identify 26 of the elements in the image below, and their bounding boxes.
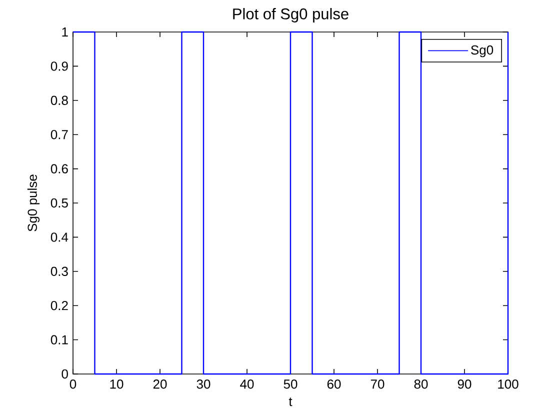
y-tick-label: 1 — [62, 28, 68, 36]
x-tick-label: 20 — [153, 380, 167, 389]
y-tick-label: 0.5 — [50, 198, 68, 208]
y-tick-label: 0.9 — [50, 62, 68, 71]
y-tick-label: 0.1 — [50, 335, 68, 344]
x-tick-label: 70 — [370, 380, 384, 389]
y-tick-label: 0.6 — [50, 164, 68, 174]
y-tick-label: 0.4 — [50, 232, 68, 242]
x-tick-label: 90 — [458, 380, 472, 389]
y-tick-label: 0.2 — [50, 300, 68, 310]
y-tick-label: 0.8 — [50, 96, 68, 105]
x-axis-title: t — [288, 398, 292, 406]
x-tick-label: 80 — [414, 380, 428, 389]
x-tick-label: 10 — [110, 380, 124, 389]
x-tick-label: 30 — [196, 380, 210, 389]
chart-title: Plot of Sg0 pulse — [233, 8, 348, 22]
x-tick-label: 0 — [70, 380, 76, 389]
y-axis-title: Sg0 pulse — [27, 174, 40, 232]
y-tick-label: 0.7 — [50, 130, 68, 140]
x-tick-label: 50 — [284, 380, 298, 389]
x-tick-label: 60 — [327, 380, 341, 389]
x-tick-label: 100 — [498, 380, 518, 389]
x-tick-label: 40 — [240, 380, 254, 389]
y-tick-label: 0.3 — [50, 266, 68, 276]
legend-label: Sg0 — [471, 45, 494, 58]
y-tick-label: 0 — [62, 369, 68, 379]
